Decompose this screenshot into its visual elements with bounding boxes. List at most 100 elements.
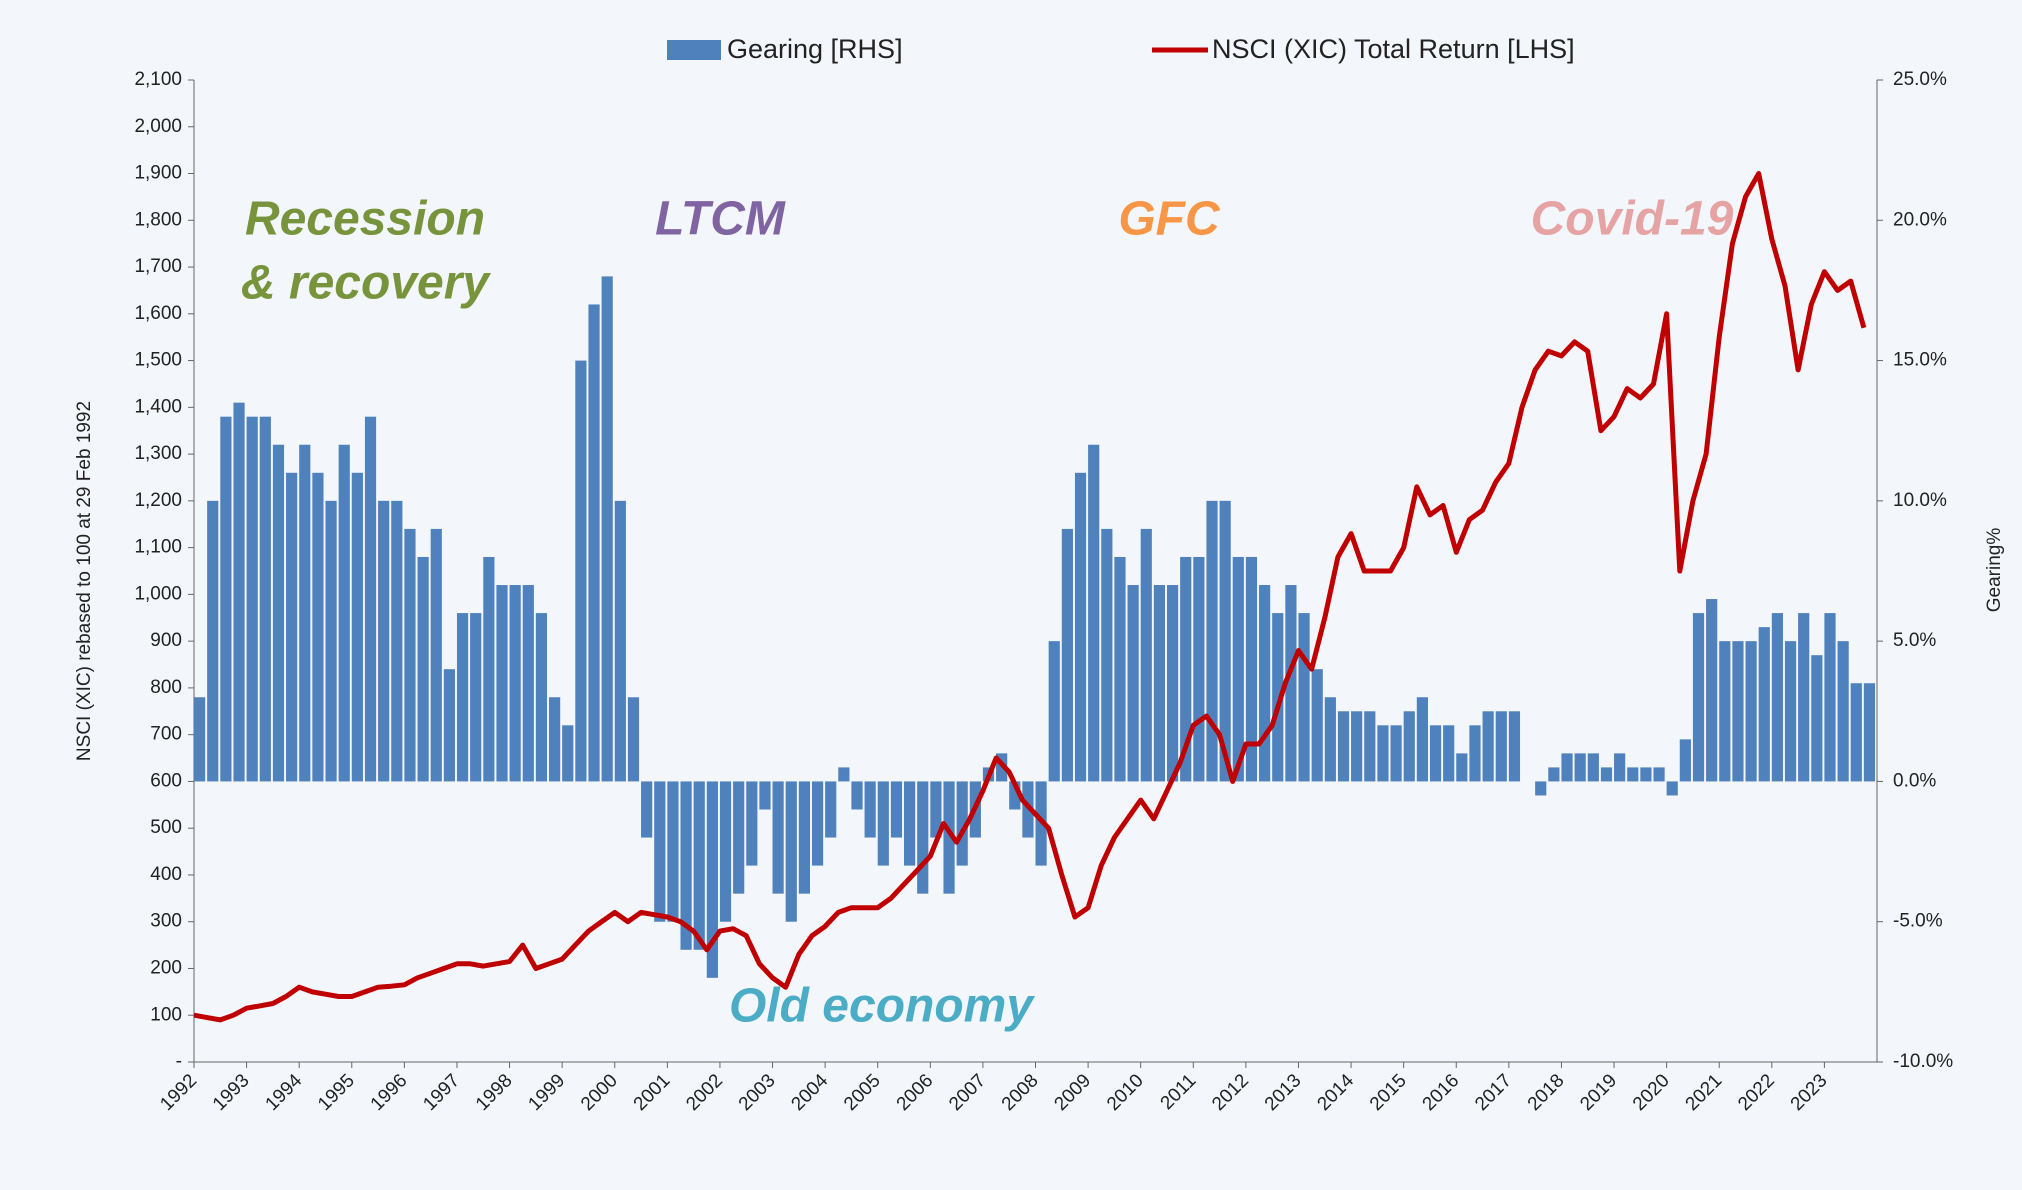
bar (1390, 725, 1402, 782)
y-tick-label: 1,300 (134, 443, 182, 464)
bar (838, 767, 850, 782)
bar (404, 528, 416, 782)
annotation: Recession (245, 193, 485, 246)
bar (1600, 767, 1613, 782)
bar (1061, 528, 1073, 782)
y-tick-label: 700 (150, 724, 182, 745)
annotation: Covid-19 (1531, 193, 1734, 246)
y2-tick-label: -10.0% (1893, 1051, 1953, 1072)
bar (654, 781, 666, 922)
y-tick-label: - (176, 1051, 182, 1072)
y-tick-label: 1,100 (134, 537, 182, 558)
y-tick-label: 2,000 (134, 116, 182, 137)
line (193, 171, 1867, 1023)
bar (194, 697, 206, 782)
bar (772, 781, 784, 894)
legend-label: Gearing [RHS] (727, 34, 903, 64)
bar (338, 444, 350, 782)
bar (759, 781, 771, 810)
bar (1666, 781, 1678, 796)
bar (562, 725, 574, 782)
bar (1232, 556, 1244, 782)
bar (693, 781, 705, 950)
y-tick-label: 400 (150, 864, 182, 885)
legend-label: NSCI (XIC) Total Return [LHS] (1212, 34, 1575, 64)
bar (286, 472, 298, 782)
bar (1706, 599, 1718, 782)
bar (1443, 725, 1455, 782)
y-tick-label: 100 (150, 1004, 182, 1025)
bar (1416, 697, 1428, 782)
bar (1456, 753, 1468, 782)
y-tick-label: 300 (150, 911, 182, 932)
bar (601, 276, 613, 782)
bar (667, 781, 679, 922)
bar (246, 416, 258, 782)
bar (1561, 753, 1573, 782)
bar (364, 416, 377, 782)
annotation: & recovery (241, 257, 491, 310)
bar (470, 613, 482, 782)
bar (1679, 739, 1691, 782)
bar (719, 781, 732, 922)
bar (233, 402, 245, 782)
y-tick-label: 1,900 (134, 163, 182, 184)
y-axis-label: NSCI (XIC) rebased to 100 at 29 Feb 1992 (74, 401, 95, 761)
bar (1364, 711, 1376, 782)
bar (207, 500, 219, 782)
annotation: LTCM (655, 193, 786, 246)
bar (430, 528, 442, 782)
bar (680, 781, 692, 950)
bar (864, 781, 876, 838)
bar (1758, 627, 1770, 782)
y2-tick-label: 0.0% (1893, 770, 1936, 791)
bar (1719, 641, 1731, 782)
bar (1784, 641, 1797, 782)
y2-tick-label: 15.0% (1893, 350, 1947, 371)
bar (1574, 753, 1586, 782)
y-tick-label: 1,800 (134, 209, 182, 230)
bar (1587, 753, 1599, 782)
y2-tick-label: 25.0% (1893, 69, 1947, 90)
bar (1311, 669, 1323, 782)
bar (378, 500, 390, 782)
bar (1009, 781, 1021, 810)
bar (1351, 711, 1363, 782)
bar (877, 781, 889, 866)
bar (535, 613, 548, 782)
bar (917, 781, 929, 894)
bar (509, 585, 521, 782)
bar (1495, 711, 1507, 782)
bar (1298, 613, 1310, 782)
bar (904, 781, 916, 866)
bar (1324, 697, 1336, 782)
bar (312, 472, 324, 782)
bar (1745, 641, 1757, 782)
bar (746, 781, 758, 866)
bar (483, 556, 495, 782)
bar (549, 697, 561, 782)
bar (1153, 585, 1166, 782)
bar (417, 556, 429, 782)
y-tick-label: 900 (150, 630, 182, 651)
bar (259, 416, 271, 782)
bar (1653, 767, 1665, 782)
bar (1837, 641, 1849, 782)
bar (1219, 500, 1231, 782)
bar (930, 781, 942, 838)
bar (1088, 444, 1100, 782)
bar (614, 500, 626, 782)
bar (641, 781, 653, 838)
bar (575, 360, 587, 782)
bar (943, 781, 955, 894)
bar (1206, 500, 1218, 782)
y-tick-label: 1,000 (134, 583, 182, 604)
bar (456, 613, 469, 782)
bar (443, 669, 455, 782)
bar (733, 781, 745, 894)
y-tick-label: 500 (150, 817, 182, 838)
bar (811, 781, 824, 866)
y2-tick-label: 10.0% (1893, 490, 1947, 511)
bar (351, 472, 363, 782)
bar (798, 781, 811, 894)
